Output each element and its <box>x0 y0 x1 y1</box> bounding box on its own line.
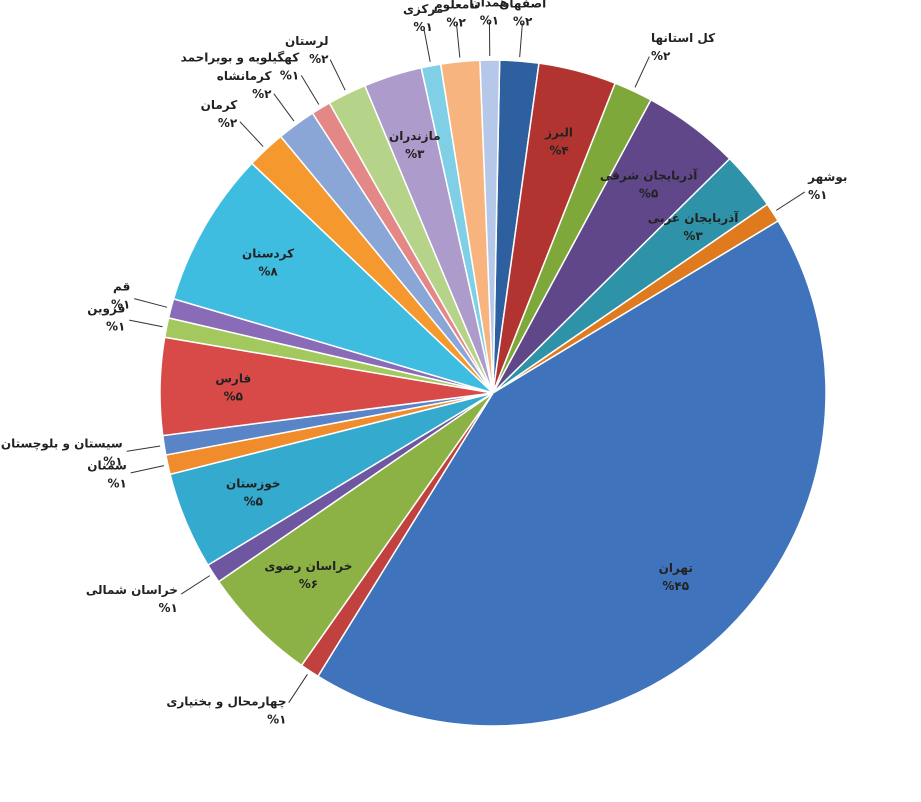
slice-value: %۳ <box>405 147 425 161</box>
slice-label: خوزستان <box>226 476 281 491</box>
slice-value: %۲ <box>218 116 238 130</box>
slice-value: %۱ <box>103 454 122 468</box>
slice-label: آذربایجان غربی <box>648 210 739 225</box>
slice-label: فارس <box>215 371 251 385</box>
slice-value: %۸ <box>258 265 278 279</box>
leader-line <box>289 674 308 702</box>
slice-label: قم <box>113 280 130 294</box>
slice-value: %۴۵ <box>662 579 689 593</box>
slice-value: %۶ <box>299 577 318 591</box>
slice-label: کرمانشاه <box>217 69 272 83</box>
slice-label: خراسان شمالی <box>86 583 178 597</box>
leader-line <box>131 466 164 473</box>
slice-value: %۳ <box>683 229 703 243</box>
leader-line <box>181 576 210 594</box>
slice-label: آذربایجان شرقی <box>600 168 698 183</box>
slice-label: همدان <box>471 0 509 10</box>
slice-value: %۱ <box>808 188 827 202</box>
leader-line <box>330 60 345 91</box>
slice-label: مازندران <box>389 129 441 143</box>
slice-value: %۲ <box>252 87 272 101</box>
slice-value: %۱ <box>111 298 130 312</box>
slice-label: تهران <box>659 561 693 575</box>
leader-line <box>274 94 294 121</box>
slice-value: %۱ <box>267 713 286 727</box>
slice-value: %۲ <box>651 49 671 63</box>
slice-label: خراسان رضوی <box>264 559 352 574</box>
leader-line <box>776 192 805 210</box>
slice-value: %۲ <box>446 15 466 29</box>
slice-label: کل استانها <box>651 31 715 45</box>
slice-value: %۱ <box>158 601 177 615</box>
slice-value: %۱ <box>107 477 126 491</box>
slice-value: %۲ <box>309 52 329 66</box>
leader-line <box>134 299 167 308</box>
leader-line <box>635 57 649 88</box>
slice-label: لرستان <box>285 34 328 48</box>
slice-label: البرز <box>544 125 573 139</box>
leader-line <box>129 320 162 327</box>
slice-value: %۵ <box>639 187 658 201</box>
slice-label: چهارمحال و بختیاری <box>166 695 286 710</box>
slice-value: %۱ <box>280 68 299 82</box>
slice-value: %۱ <box>106 320 125 334</box>
slice-value: %۴ <box>549 143 568 157</box>
slice-label: سیستان و بلوچستان <box>1 436 123 451</box>
slice-label: کرمان <box>201 98 238 112</box>
leader-line <box>240 122 263 147</box>
leader-line <box>301 75 319 104</box>
slice-value: %۱ <box>413 20 432 34</box>
leader-line <box>127 446 161 451</box>
slice-label: بوشهر <box>807 170 847 185</box>
slice-label: کردستان <box>242 247 294 261</box>
slice-value: %۵ <box>224 389 243 403</box>
slice-value: %۱ <box>480 14 499 28</box>
slice-value: %۵ <box>244 494 263 508</box>
slice-label: کهگیلویه و بویراحمد <box>181 50 300 65</box>
slice-value: %۲ <box>513 15 533 29</box>
